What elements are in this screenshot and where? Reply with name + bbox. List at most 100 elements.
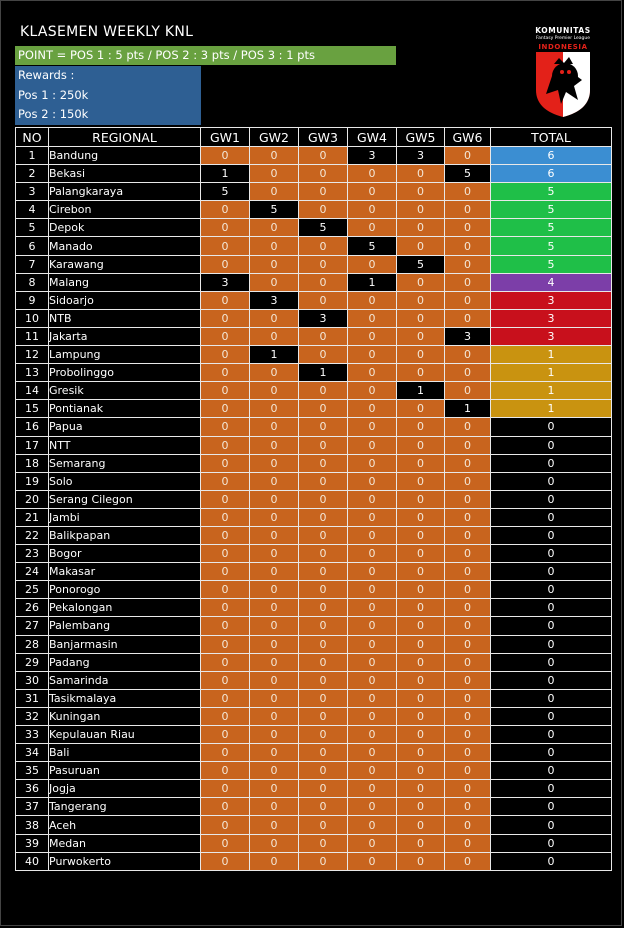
- gw5-cell: 0: [396, 525, 445, 546]
- total-cell: 0: [490, 471, 612, 491]
- rank-cell: 7: [15, 254, 49, 274]
- regional-cell: Palembang: [48, 616, 201, 636]
- regional-cell: Karawang: [48, 254, 201, 274]
- total-cell: 0: [490, 706, 612, 727]
- total-cell: 0: [490, 616, 612, 636]
- table-row: 5 Depok 0 0 5 0 0 0 5: [15, 218, 612, 238]
- gw5-cell: 1: [396, 381, 445, 401]
- gw4-cell: 0: [347, 815, 397, 835]
- gw1-cell: 0: [200, 363, 250, 383]
- gw4-cell: 0: [347, 471, 397, 491]
- total-cell: 0: [490, 580, 612, 600]
- table-row: 1 Bandung 0 0 0 3 3 0 6: [15, 145, 612, 166]
- gw1-cell: 0: [200, 544, 250, 564]
- gw3-cell: 0: [298, 399, 348, 419]
- regional-cell: Semarang: [48, 453, 201, 473]
- gw3-cell: 0: [298, 743, 348, 763]
- table-header-row: NO REGIONAL GW1 GW2 GW3 GW4 GW5 GW6 TOTAL: [15, 127, 612, 147]
- regional-cell: Pasuruan: [48, 761, 201, 781]
- rank-cell: 9: [15, 290, 49, 310]
- gw4-cell: 0: [347, 507, 397, 527]
- gw1-cell: 0: [200, 507, 250, 527]
- total-cell: 0: [490, 489, 612, 509]
- column-header-gw6: GW6: [444, 127, 491, 147]
- rank-cell: 34: [15, 743, 49, 763]
- rank-cell: 21: [15, 507, 49, 527]
- gw5-cell: 0: [396, 182, 445, 202]
- regional-cell: Ponorogo: [48, 580, 201, 600]
- gw6-cell: 0: [444, 290, 491, 310]
- gw5-cell: 0: [396, 417, 445, 437]
- total-cell: 0: [490, 544, 612, 564]
- gw4-cell: 3: [347, 145, 397, 166]
- column-header-regional: REGIONAL: [48, 127, 201, 147]
- total-cell: 3: [490, 290, 612, 310]
- total-cell: 6: [490, 164, 612, 184]
- gw3-cell: 5: [298, 218, 348, 238]
- gw3-cell: 0: [298, 724, 348, 745]
- gw3-cell: 0: [298, 236, 348, 256]
- gw2-cell: 0: [249, 779, 299, 799]
- rank-cell: 38: [15, 815, 49, 835]
- gw4-cell: 0: [347, 706, 397, 727]
- total-cell: 3: [490, 308, 612, 328]
- gw1-cell: 0: [200, 562, 250, 582]
- table-row: 38 Aceh 0 0 0 0 0 0 0: [15, 815, 612, 835]
- regional-cell: Malang: [48, 272, 201, 292]
- gw1-cell: 0: [200, 308, 250, 328]
- rank-cell: 2: [15, 164, 49, 184]
- gw2-cell: 0: [249, 435, 299, 455]
- gw1-cell: 0: [200, 797, 250, 817]
- gw2-cell: 3: [249, 290, 299, 310]
- gw4-cell: 0: [347, 345, 397, 365]
- gw1-cell: 0: [200, 471, 250, 491]
- table-row: 4 Cirebon 0 5 0 0 0 0 5: [15, 200, 612, 220]
- rank-cell: 30: [15, 670, 49, 690]
- table-row: 13 Probolinggo 0 0 1 0 0 0 1: [15, 363, 612, 383]
- gw5-cell: 0: [396, 797, 445, 817]
- regional-cell: Kuningan: [48, 706, 201, 727]
- gw5-cell: 0: [396, 761, 445, 781]
- column-header-total: TOTAL: [490, 127, 612, 147]
- gw5-cell: 0: [396, 507, 445, 527]
- gw4-cell: 0: [347, 435, 397, 455]
- table-row: 17 NTT 0 0 0 0 0 0 0: [15, 435, 612, 455]
- gw3-cell: 0: [298, 145, 348, 166]
- gw2-cell: 0: [249, 815, 299, 835]
- total-cell: 4: [490, 272, 612, 292]
- regional-cell: Medan: [48, 833, 201, 853]
- gw2-cell: 0: [249, 363, 299, 383]
- gw2-cell: 5: [249, 200, 299, 220]
- gw5-cell: 0: [396, 435, 445, 455]
- total-cell: 3: [490, 326, 612, 347]
- gw3-cell: 0: [298, 435, 348, 455]
- rank-cell: 6: [15, 236, 49, 256]
- total-cell: 0: [490, 670, 612, 690]
- table-row: 6 Manado 0 0 0 5 0 0 5: [15, 236, 612, 256]
- gw5-cell: 0: [396, 272, 445, 292]
- gw5-cell: 0: [396, 471, 445, 491]
- gw2-cell: 0: [249, 634, 299, 654]
- table-row: 23 Bogor 0 0 0 0 0 0 0: [15, 544, 612, 564]
- gw4-cell: 0: [347, 616, 397, 636]
- gw4-cell: 0: [347, 417, 397, 437]
- total-cell: 1: [490, 345, 612, 365]
- gw2-cell: 0: [249, 598, 299, 618]
- regional-cell: Tangerang: [48, 797, 201, 817]
- gw2-cell: 0: [249, 652, 299, 672]
- gw6-cell: 3: [444, 326, 491, 347]
- total-cell: 5: [490, 254, 612, 274]
- gw4-cell: 0: [347, 218, 397, 238]
- table-row: 40 Purwokerto 0 0 0 0 0 0 0: [15, 851, 612, 871]
- regional-cell: Padang: [48, 652, 201, 672]
- gw6-cell: 0: [444, 724, 491, 745]
- gw2-cell: 0: [249, 851, 299, 871]
- gw1-cell: 0: [200, 435, 250, 455]
- gw5-cell: 0: [396, 489, 445, 509]
- total-cell: 0: [490, 598, 612, 618]
- gw1-cell: 0: [200, 724, 250, 745]
- table-row: 8 Malang 3 0 0 1 0 0 4: [15, 272, 612, 292]
- gw2-cell: 0: [249, 525, 299, 546]
- column-header-gw2: GW2: [249, 127, 299, 147]
- rank-cell: 11: [15, 326, 49, 347]
